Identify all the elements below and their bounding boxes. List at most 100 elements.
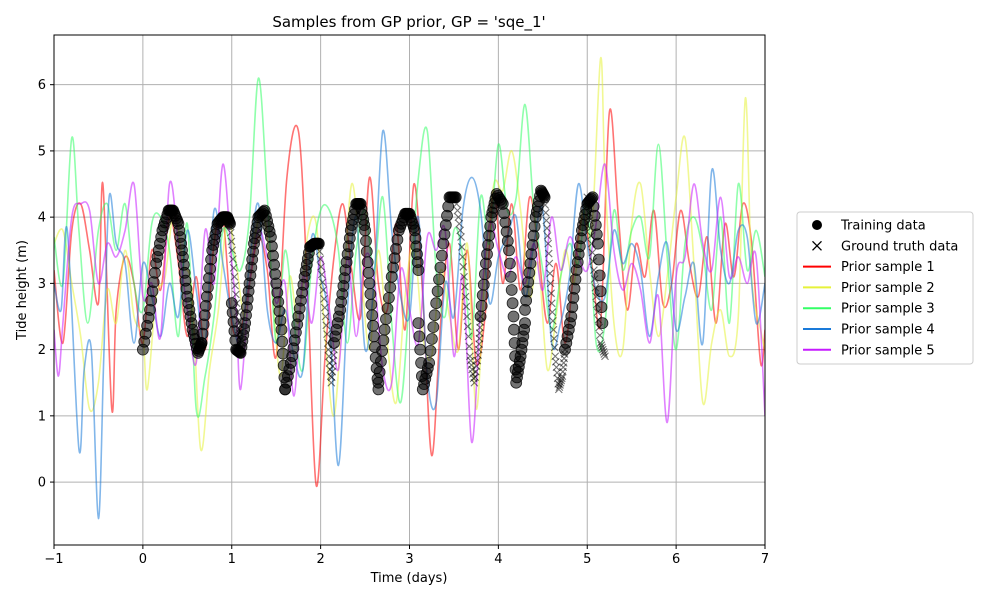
y-tick-label: 2 (38, 343, 46, 358)
ground-truth-marker (458, 252, 467, 261)
training-marker (361, 256, 374, 269)
ground-truth-marker (461, 292, 470, 301)
ground-truth-marker (453, 206, 462, 215)
ground-truth-marker (318, 278, 327, 287)
ground-truth-marker (596, 339, 605, 347)
x-tick-label: 6 (672, 552, 680, 567)
training-marker (360, 235, 372, 247)
y-tick-label: 1 (38, 409, 46, 424)
ground-truth-marker (319, 286, 328, 294)
legend-label: Prior sample 4 (841, 323, 935, 338)
training-marker (224, 217, 236, 230)
ground-truth-marker (227, 237, 236, 246)
training-marker (431, 285, 444, 298)
ground-truth-marker (546, 269, 554, 278)
ground-truth-marker (545, 259, 554, 268)
ground-truth-marker (460, 282, 469, 291)
training-marker (594, 285, 607, 298)
training-marker (384, 281, 397, 294)
ground-truth-marker (459, 262, 468, 271)
training-marker (377, 334, 390, 347)
y-axis: 0 1 2 3 4 5 6 (38, 78, 54, 491)
ground-truth-marker (543, 232, 552, 240)
legend-label: Ground truth data (841, 239, 958, 254)
ground-truth-marker (322, 321, 331, 330)
ground-truth-marker (454, 213, 463, 222)
training-marker (413, 330, 426, 343)
chart-title: Samples from GP prior, GP = 'sqe_1' (272, 13, 545, 32)
ground-truth-marker (554, 385, 563, 394)
legend: Training data Ground truth data Prior samp… (796, 211, 974, 365)
x-tick-label: 5 (583, 552, 591, 567)
ground-truth-marker (550, 343, 559, 352)
training-marker (373, 366, 386, 379)
training-marker (476, 289, 489, 302)
ground-truth-marker (460, 272, 468, 281)
training-marker (508, 323, 520, 336)
legend-frame (796, 211, 974, 365)
x-tick-label: 1 (228, 552, 236, 567)
ground-truth-marker (317, 262, 325, 271)
ground-truth-marker (556, 381, 564, 389)
ground-truth-marker (541, 208, 550, 217)
ground-truth-marker (544, 249, 553, 258)
training-marker (359, 224, 372, 237)
ground-truth-marker (320, 303, 329, 312)
ground-truth-marker (598, 345, 607, 354)
training-marker (596, 317, 609, 330)
training-marker (365, 298, 378, 311)
training-marker (433, 273, 445, 286)
ground-truth-marker (232, 290, 240, 299)
ground-truth-marker (542, 216, 551, 225)
training-marker (477, 278, 490, 291)
ground-truth-marker (597, 341, 606, 350)
training-marker (434, 261, 447, 274)
y-tick-label: 3 (38, 277, 46, 292)
training-marker (276, 335, 289, 348)
training-marker (372, 376, 385, 389)
ground-truth-marker (600, 350, 609, 358)
training-marker (428, 309, 441, 322)
training-marker (519, 317, 531, 330)
training-marker (312, 237, 325, 250)
y-tick-label: 4 (38, 211, 46, 226)
training-marker (474, 310, 487, 323)
y-tick-label: 0 (38, 476, 46, 491)
ground-truth-marker (599, 347, 608, 356)
ground-truth-marker (547, 289, 555, 298)
training-marker (504, 270, 517, 283)
training-marker (382, 291, 395, 304)
training-marker (506, 297, 519, 310)
x-tick-label: 7 (761, 552, 769, 567)
legend-marker-ground-truth (812, 240, 822, 251)
ground-truth-marker (226, 228, 235, 237)
ground-truth-marker (228, 246, 237, 255)
training-marker (362, 266, 375, 279)
training-marker (366, 309, 379, 322)
ground-truth-marker (543, 224, 551, 233)
ground-truth-marker (547, 299, 556, 308)
ground-truth-marker (549, 325, 558, 334)
training-marker (425, 333, 438, 345)
ground-truth-marker (548, 308, 557, 316)
ground-truth-marker (556, 378, 565, 387)
training-marker (507, 310, 520, 323)
training-marker (478, 268, 491, 281)
y-tick-label: 5 (38, 144, 46, 159)
ground-truth-marker (316, 255, 325, 263)
ground-truth-marker (557, 374, 566, 383)
training-marker (275, 323, 288, 336)
ground-truth-marker (595, 331, 604, 340)
ground-truth-marker (321, 312, 330, 321)
ground-truth-marker (588, 248, 597, 257)
x-tick-label: 0 (139, 552, 147, 567)
ground-truth-marker (463, 312, 471, 321)
ground-truth-marker (231, 281, 240, 290)
training-marker (475, 299, 488, 312)
y-axis-title: Tide height (m) (15, 240, 30, 341)
training-marker (423, 356, 436, 369)
ground-truth-marker (230, 272, 239, 281)
prior-sample-5-line (54, 163, 765, 444)
training-marker (364, 288, 377, 300)
